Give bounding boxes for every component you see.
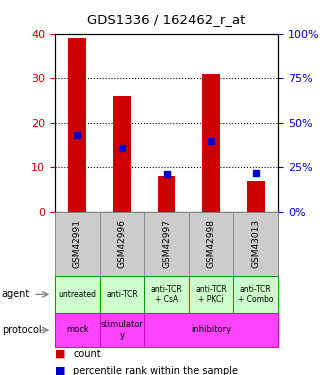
Text: anti-TCR
+ Combo: anti-TCR + Combo [238, 285, 273, 304]
Text: anti-TCR
+ CsA: anti-TCR + CsA [151, 285, 182, 304]
Text: agent: agent [2, 290, 30, 299]
Text: GSM43013: GSM43013 [251, 219, 260, 268]
Text: inhibitory: inhibitory [191, 326, 231, 334]
Bar [247, 181, 265, 212]
Text: ■: ■ [55, 349, 66, 358]
Text: GSM42998: GSM42998 [206, 219, 216, 268]
Text: percentile rank within the sample: percentile rank within the sample [73, 366, 238, 375]
Text: GSM42997: GSM42997 [162, 219, 171, 268]
Text: anti-TCR: anti-TCR [106, 290, 138, 299]
Bar [158, 176, 175, 212]
Bar [202, 74, 220, 212]
Text: stimulator
y: stimulator y [101, 320, 143, 340]
Text: anti-TCR
+ PKCi: anti-TCR + PKCi [195, 285, 227, 304]
Text: mock: mock [66, 326, 89, 334]
Bar [113, 96, 131, 212]
Text: protocol: protocol [2, 325, 41, 335]
Text: GSM42991: GSM42991 [73, 219, 82, 268]
Text: ■: ■ [55, 366, 66, 375]
Text: GDS1336 / 162462_r_at: GDS1336 / 162462_r_at [87, 13, 246, 26]
Text: GSM42996: GSM42996 [117, 219, 127, 268]
Text: count: count [73, 349, 101, 358]
Bar [68, 38, 86, 212]
Text: untreated: untreated [58, 290, 96, 299]
